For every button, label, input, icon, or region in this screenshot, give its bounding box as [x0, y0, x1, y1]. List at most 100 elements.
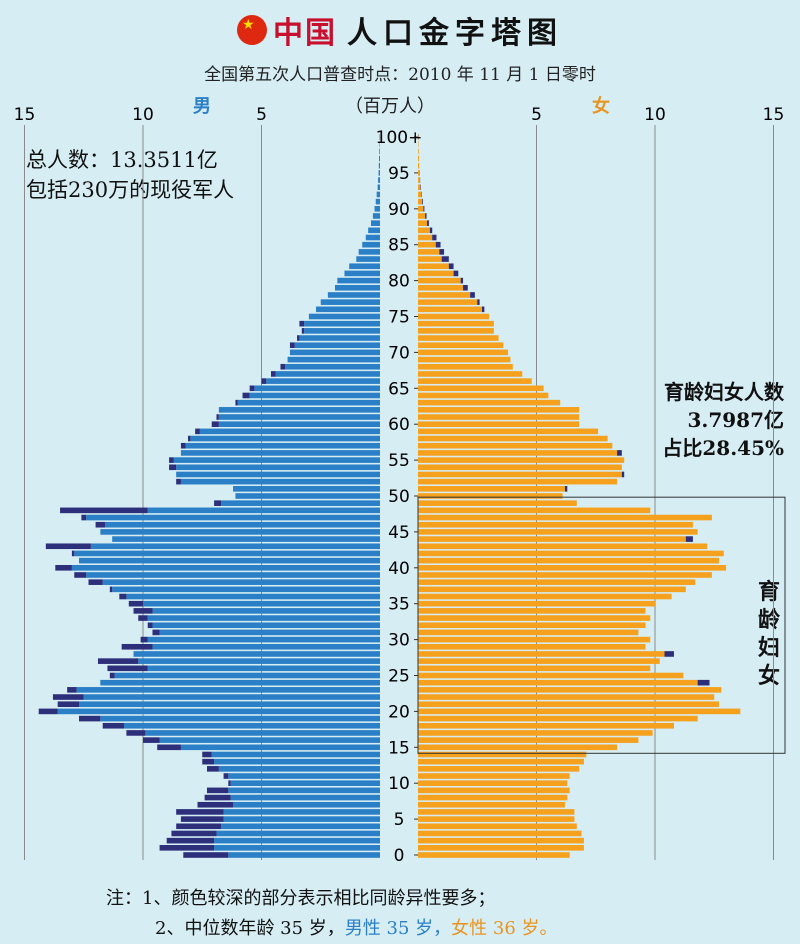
- bar-female: [418, 399, 561, 406]
- bar-female: [418, 471, 622, 478]
- bar-male: [126, 593, 380, 600]
- bar-female-excess: [423, 206, 425, 212]
- bar-male-excess: [60, 507, 148, 514]
- bar-female: [418, 622, 646, 629]
- bar-male-excess: [107, 665, 148, 672]
- bar-female: [418, 665, 651, 672]
- y-tick-label: 80: [388, 272, 410, 292]
- bar-male: [237, 399, 380, 406]
- bar-male-excess: [169, 464, 177, 471]
- bar-female: [418, 500, 577, 506]
- bar-female: [418, 651, 665, 657]
- bar-male-excess: [206, 787, 229, 794]
- bar-male: [218, 421, 380, 427]
- bar-male-excess: [297, 335, 300, 341]
- y-tick-label: 100+: [376, 128, 423, 148]
- bar-male: [294, 342, 380, 349]
- bar-male: [344, 270, 380, 277]
- bar-male: [374, 206, 380, 212]
- bar-female: [418, 478, 618, 485]
- bar-male: [114, 672, 380, 679]
- bar-female-excess: [477, 299, 480, 305]
- bar-female-excess: [429, 227, 433, 234]
- bar-male-excess: [228, 780, 231, 786]
- y-tick-label: 25: [388, 667, 410, 687]
- y-tick-label: 85: [388, 236, 410, 256]
- bar-male: [138, 658, 380, 664]
- bar-male: [275, 371, 380, 377]
- bar-male: [180, 450, 380, 456]
- box-label: 育龄妇女: [757, 579, 780, 689]
- bar-male: [105, 521, 380, 528]
- bar-female: [418, 852, 570, 858]
- bar-female: [418, 256, 442, 262]
- bar-male: [74, 550, 381, 557]
- bar-male: [214, 758, 380, 765]
- y-tick-label: 0: [394, 846, 405, 866]
- bar-male: [362, 241, 380, 248]
- bar-female-excess: [448, 263, 454, 270]
- bar-male: [327, 292, 380, 298]
- bar-female: [418, 794, 568, 801]
- x-tick-label-right: 5: [531, 105, 542, 125]
- bar-male: [375, 198, 380, 205]
- bar-female: [418, 758, 584, 765]
- bar-female: [418, 809, 575, 815]
- y-tick-label: 35: [388, 595, 410, 615]
- bar-female-excess: [460, 277, 464, 284]
- bar-female: [418, 442, 613, 449]
- bar-female: [418, 457, 625, 463]
- women-annotation: 育龄妇女人数 3.7987亿 占比28.45%: [662, 378, 784, 462]
- bar-male: [378, 177, 380, 183]
- bar-male: [133, 651, 380, 657]
- bar-male: [377, 184, 380, 191]
- bar-male: [228, 787, 380, 794]
- bar-female: [418, 687, 722, 693]
- bar-female: [418, 450, 618, 456]
- bar-female: [418, 730, 653, 736]
- bar-male: [211, 751, 380, 758]
- bar-male-excess: [138, 615, 148, 621]
- bar-female: [418, 435, 608, 442]
- bar-male-excess: [159, 845, 215, 851]
- bar-female: [418, 643, 646, 650]
- bar-male-excess: [67, 687, 77, 693]
- bar-male: [235, 493, 380, 499]
- total-population: 总人数：13.3511亿 包括230万的现役军人: [26, 145, 234, 205]
- x-tick-label-right: 15: [763, 105, 785, 125]
- bar-male-excess: [95, 521, 106, 528]
- bar-male: [378, 170, 380, 176]
- bar-male-excess: [45, 543, 91, 550]
- bar-male-excess: [126, 730, 146, 736]
- bar-male-excess: [74, 572, 87, 578]
- bar-female-excess: [439, 249, 445, 255]
- bar-female: [418, 220, 428, 226]
- bar-female: [418, 629, 639, 636]
- bar-male: [365, 234, 380, 241]
- bar-male: [57, 708, 381, 715]
- china-flag-icon: [237, 15, 267, 45]
- bar-female: [418, 356, 511, 363]
- bar-male-excess: [176, 823, 222, 830]
- bar-male: [266, 378, 380, 384]
- bar-female-excess: [685, 536, 693, 542]
- bar-female: [418, 270, 454, 277]
- bar-female: [418, 830, 582, 837]
- bar-female: [418, 780, 568, 786]
- bar-female: [418, 751, 587, 758]
- bar-male: [285, 363, 380, 370]
- bar-male-excess: [119, 593, 127, 600]
- bar-female: [418, 148, 419, 155]
- bar-female: [418, 694, 715, 700]
- bar-male-excess: [289, 342, 295, 349]
- bar-male-excess: [280, 363, 286, 370]
- bar-male: [334, 284, 380, 291]
- bar-male-excess: [143, 737, 160, 743]
- y-tick-label: 75: [388, 308, 410, 328]
- note-line2-male: 男性 35 岁，: [344, 918, 452, 939]
- bar-female: [418, 191, 422, 198]
- bar-male-excess: [242, 392, 250, 399]
- bar-male: [190, 435, 380, 442]
- bar-female: [418, 593, 672, 600]
